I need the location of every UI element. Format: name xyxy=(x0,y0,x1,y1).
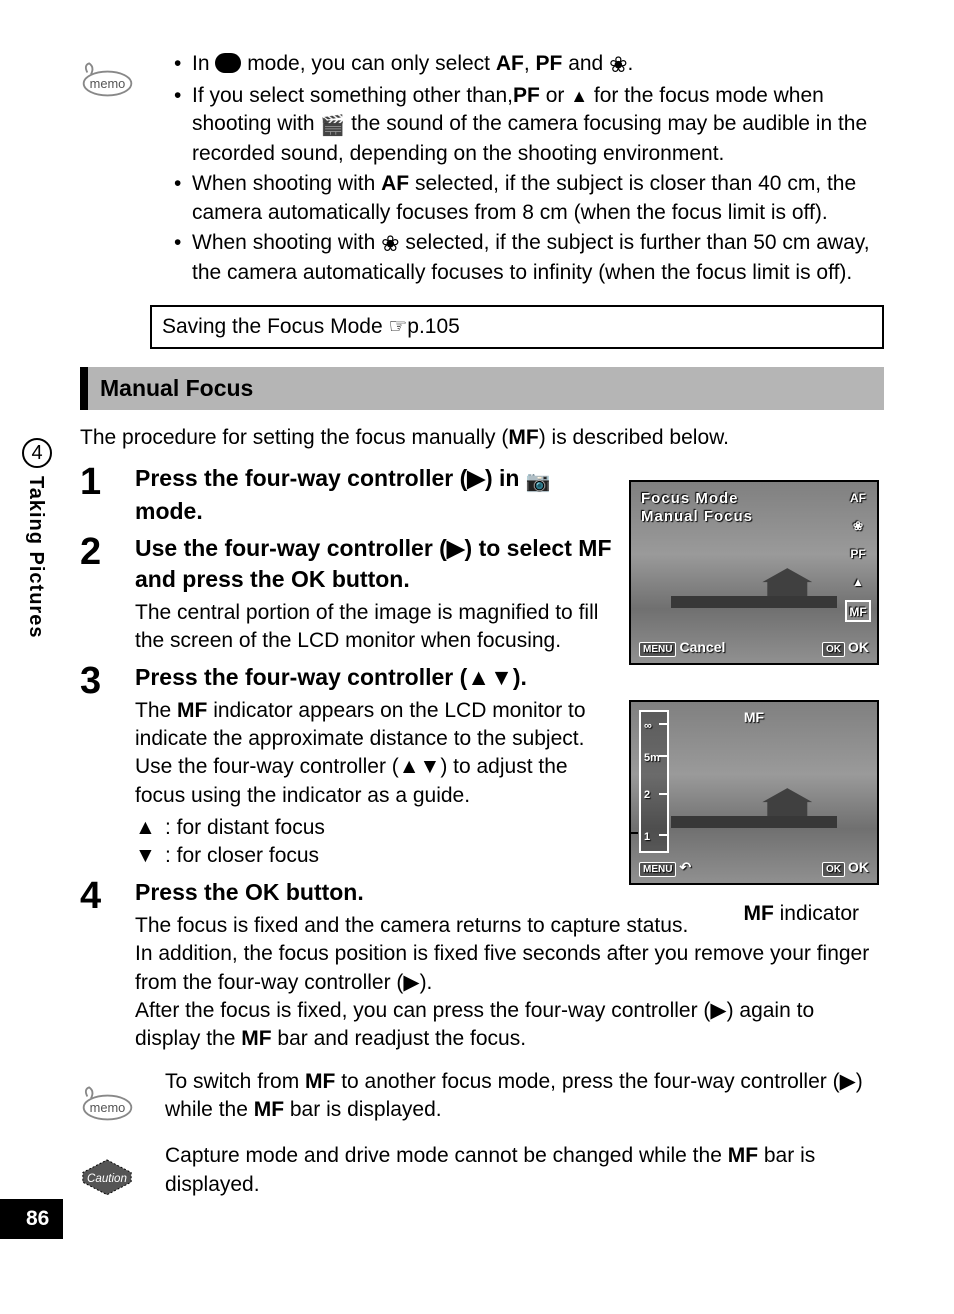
mf-distance-mark: 1 xyxy=(644,830,650,845)
chapter-side-tab: 4 Taking Pictures xyxy=(22,438,52,638)
step-3-text: The MF indicator appears on the LCD moni… xyxy=(135,697,615,810)
lcd1-icon-stack: AF ❀ PF ▲ MF xyxy=(845,488,871,622)
lcd1-title: Focus Mode Manual Focus xyxy=(641,490,753,526)
step-2-text: The central portion of the image is magn… xyxy=(135,599,615,656)
step-1-title: Press the four-way controller (▶) in 📷 m… xyxy=(135,463,615,527)
step-number: 1 xyxy=(80,463,135,527)
caution-text: Capture mode and drive mode cannot be ch… xyxy=(165,1142,884,1199)
step-3-title: Press the four-way controller (▲▼). xyxy=(135,662,615,693)
step-4-text: The focus is fixed and the camera return… xyxy=(135,912,884,1054)
memo-icon: memo xyxy=(80,1082,135,1122)
infinity-icon: ▲ xyxy=(570,86,588,106)
focus-mode-option-icon: MF xyxy=(845,600,871,622)
lcd2-ok: OKOK xyxy=(822,858,869,878)
lcd1-menu-cancel: MENUCancel xyxy=(639,638,725,658)
saving-focus-text: Saving the Focus Mode ☞p.105 xyxy=(162,315,460,338)
saving-focus-box: Saving the Focus Mode ☞p.105 xyxy=(150,305,884,349)
lcd-preview-focus-mode: Focus Mode Manual Focus AF ❀ PF ▲ MF MENUCan… xyxy=(629,480,879,665)
memo-2-text: To switch from MF to another focus mode,… xyxy=(165,1068,884,1125)
step-number: 3 xyxy=(80,662,135,871)
focus-mode-option-icon: ▲ xyxy=(845,572,871,594)
focus-mode-option-icon: ❀ xyxy=(845,516,871,538)
camera-icon: 📷 xyxy=(526,471,551,493)
mf-indicator-caption: MF indicator xyxy=(743,900,859,928)
memo-bullet-2: If you select something other than,PF or… xyxy=(192,82,879,169)
step-number: 2 xyxy=(80,533,135,656)
memo-bullet-3: When shooting with AF selected, if the s… xyxy=(192,170,879,227)
movie-mode-icon xyxy=(215,53,241,73)
lcd2-menu: MENU↶ xyxy=(639,858,691,878)
memo-bullet-1: In mode, you can only select AF, PF and … xyxy=(192,50,879,80)
chapter-number: 4 xyxy=(22,438,52,468)
step-number: 4 xyxy=(80,877,135,1054)
mf-pointer-line xyxy=(629,832,638,834)
lcd-preview-mf-bar: MF ∞ 5m 2 1 MENU↶ OKOK xyxy=(629,700,879,885)
lcd1-ok: OKOK xyxy=(822,638,869,658)
macro-icon: ❀ xyxy=(381,231,399,256)
focus-mode-option-icon: PF xyxy=(845,544,871,566)
page-number: 86 xyxy=(0,1199,63,1239)
manual-page: memo In mode, you can only select AF, PF… xyxy=(0,0,954,1239)
svg-text:memo: memo xyxy=(90,1100,126,1115)
step-3-sublist: ▲: for distant focus ▼: for closer focus xyxy=(135,814,615,871)
intro-text: The procedure for setting the focus manu… xyxy=(80,424,884,452)
svg-text:Caution: Caution xyxy=(87,1173,127,1185)
focus-mode-option-icon: AF xyxy=(845,488,871,510)
memo-bullet-4: When shooting with ❀ selected, if the su… xyxy=(192,229,879,287)
mf-distance-mark: 5m xyxy=(644,751,660,766)
step-2-title: Use the four-way controller (▶) to selec… xyxy=(135,533,615,595)
memo-bullet-list: In mode, you can only select AF, PF and … xyxy=(170,50,884,287)
mf-indicator-bar: ∞ 5m 2 1 xyxy=(639,710,669,853)
memo-icon: memo xyxy=(80,58,135,98)
chapter-title: Taking Pictures xyxy=(22,476,49,638)
macro-icon: ❀ xyxy=(609,52,627,77)
svg-text:memo: memo xyxy=(90,76,126,91)
caution-icon: Caution xyxy=(78,1158,136,1198)
mf-distance-mark: 2 xyxy=(644,788,650,803)
video-icon: 🎬 xyxy=(320,115,345,137)
lcd2-mf-label: MF xyxy=(744,708,764,727)
section-title: Manual Focus xyxy=(80,367,884,410)
mf-distance-mark: ∞ xyxy=(644,719,652,734)
